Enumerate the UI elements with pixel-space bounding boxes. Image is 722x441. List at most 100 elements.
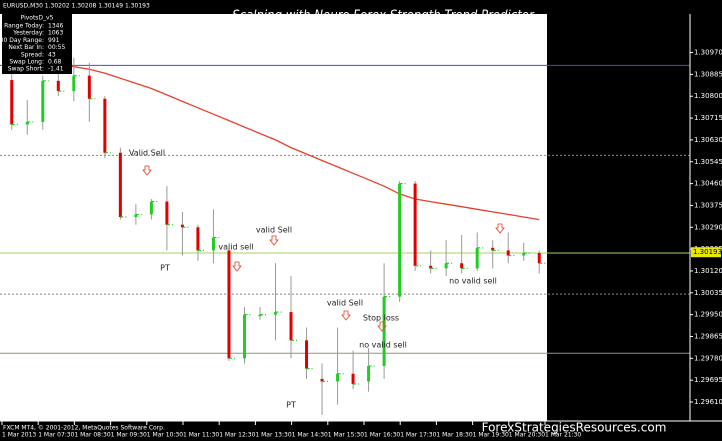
x-tick-label: 1 Mar 10:30 bbox=[147, 432, 183, 439]
info-label: Spread: bbox=[21, 51, 44, 58]
info-label: Next Bar In: bbox=[8, 44, 44, 51]
annotation: valid Sell bbox=[327, 299, 363, 308]
info-value: 991 bbox=[48, 37, 60, 44]
x-tick-label: 1 Mar 11:30 bbox=[183, 432, 219, 439]
y-tick-label: 1.30715 bbox=[694, 114, 722, 122]
annotation: PT bbox=[160, 264, 170, 273]
candle-body bbox=[537, 252, 541, 264]
candle-body bbox=[444, 263, 448, 269]
sell-arrow bbox=[142, 165, 152, 176]
candle-body bbox=[460, 263, 464, 269]
candle-body bbox=[87, 75, 91, 99]
candle-body bbox=[506, 250, 510, 256]
candle-body bbox=[382, 296, 386, 367]
y-tick-label: 1.30545 bbox=[694, 158, 722, 166]
candle-body bbox=[491, 247, 495, 251]
candle-body bbox=[149, 201, 153, 215]
y-tick-label: 1.30375 bbox=[694, 201, 722, 209]
sell-arrow bbox=[377, 321, 387, 332]
y-tick-label: 1.29610 bbox=[694, 398, 722, 406]
candle-body bbox=[367, 366, 371, 382]
candle-body bbox=[56, 80, 60, 92]
candle-body bbox=[429, 265, 433, 269]
x-tick-label: 1 Mar 20:30 bbox=[509, 432, 545, 439]
y-tick-label: 1.30800 bbox=[694, 92, 722, 100]
candle-body bbox=[242, 314, 246, 359]
info-rows: Range Today: 1346 Yesterday: 1063 30 Day Ran… bbox=[0, 23, 65, 73]
info-value: 0.68 bbox=[48, 59, 62, 66]
info-label: Yesterday: bbox=[12, 30, 44, 37]
x-tick-label: 1 Mar 14:30 bbox=[292, 432, 328, 439]
x-tick-label: 1 Mar 07:30 bbox=[38, 432, 74, 439]
x-tick-label: 1 Mar 15:30 bbox=[328, 432, 364, 439]
candle-body bbox=[522, 252, 526, 256]
candle-body bbox=[10, 80, 14, 125]
x-tick-label: 1 Mar 21:30 bbox=[545, 432, 581, 439]
x-tick-label: 1 Mar 13:30 bbox=[255, 432, 291, 439]
annotation: no valid sell bbox=[359, 341, 407, 350]
y-tick-label: 1.30035 bbox=[694, 289, 722, 297]
symbol-info: EURUSD,M30 1.30202 1.30208 1.30149 1.301… bbox=[3, 3, 150, 10]
candle-body bbox=[475, 247, 479, 269]
x-tick-label: 1 Mar 2013 bbox=[2, 432, 36, 439]
info-title: PivotsD_v5 bbox=[21, 15, 54, 22]
levels: 1.29610 1.29695 1.29780 1.29865 1.29950 1.300… bbox=[0, 49, 722, 439]
info-label: 30 Day Range: bbox=[0, 37, 44, 44]
candle-body bbox=[351, 373, 355, 385]
candle-body bbox=[320, 378, 324, 382]
x-tick-label: 1 Mar 12:30 bbox=[219, 432, 255, 439]
price-tag bbox=[691, 247, 721, 258]
candle-body bbox=[165, 201, 169, 225]
candle-body bbox=[305, 340, 309, 369]
info-value: 00:55 bbox=[48, 44, 65, 51]
candle-body bbox=[72, 75, 76, 92]
candle-body bbox=[258, 314, 262, 317]
candle-body bbox=[336, 373, 340, 382]
annotation: PT bbox=[286, 401, 296, 410]
annotation: Stop loss bbox=[363, 314, 399, 323]
moving-average bbox=[11, 59, 540, 221]
candle-body bbox=[196, 227, 200, 251]
price-tag-label: 1.30193 bbox=[693, 248, 722, 256]
candle-body bbox=[118, 152, 122, 217]
y-tick-label: 1.30460 bbox=[694, 180, 722, 188]
y-tick-label: 1.29780 bbox=[694, 354, 722, 362]
y-tick-label: 1.29950 bbox=[694, 311, 722, 319]
candle-body bbox=[398, 183, 402, 297]
annotation: valid sell bbox=[218, 243, 253, 252]
y-tick-label: 1.30120 bbox=[694, 267, 722, 275]
info-label: Swap Long: bbox=[9, 59, 44, 66]
y-tick-label: 1.30970 bbox=[694, 49, 722, 57]
y-tick-label: 1.30885 bbox=[694, 70, 722, 78]
plot-area bbox=[0, 14, 547, 421]
candle-body bbox=[103, 98, 107, 153]
info-box bbox=[2, 14, 72, 74]
y-tick-label: 1.29865 bbox=[694, 332, 722, 340]
x-tick-label: 1 Mar 08:30 bbox=[74, 432, 110, 439]
info-value: 1346 bbox=[48, 23, 63, 30]
annotation: Valid Sell bbox=[129, 149, 165, 158]
y-tick-label: 1.29695 bbox=[694, 376, 722, 384]
x-tick-label: 1 Mar 16:30 bbox=[364, 432, 400, 439]
candle-body bbox=[227, 250, 231, 359]
info-label: Swap Short: bbox=[8, 66, 44, 73]
candle-body bbox=[274, 312, 277, 315]
candle-body bbox=[413, 183, 417, 266]
sell-arrow bbox=[495, 223, 505, 234]
candle-body bbox=[180, 224, 184, 228]
candle-body bbox=[134, 214, 138, 217]
x-tick-label: 1 Mar 09:30 bbox=[111, 432, 147, 439]
annotation: no valid sell bbox=[449, 277, 497, 286]
chart-title: Scalping with Neuro Forex Strength Trend… bbox=[232, 9, 535, 24]
x-tick-label: 1 Mar 19:30 bbox=[473, 432, 509, 439]
info-label: Range Today: bbox=[4, 23, 44, 30]
y-tick-label: 1.30290 bbox=[694, 223, 722, 231]
candle-body bbox=[25, 121, 29, 125]
sell-arrow bbox=[269, 235, 279, 246]
y-tick-label: 1.30630 bbox=[694, 136, 722, 144]
info-value: -1.41 bbox=[48, 66, 64, 73]
x-tick-label: 1 Mar 17:30 bbox=[400, 432, 436, 439]
candle-body bbox=[41, 80, 45, 122]
